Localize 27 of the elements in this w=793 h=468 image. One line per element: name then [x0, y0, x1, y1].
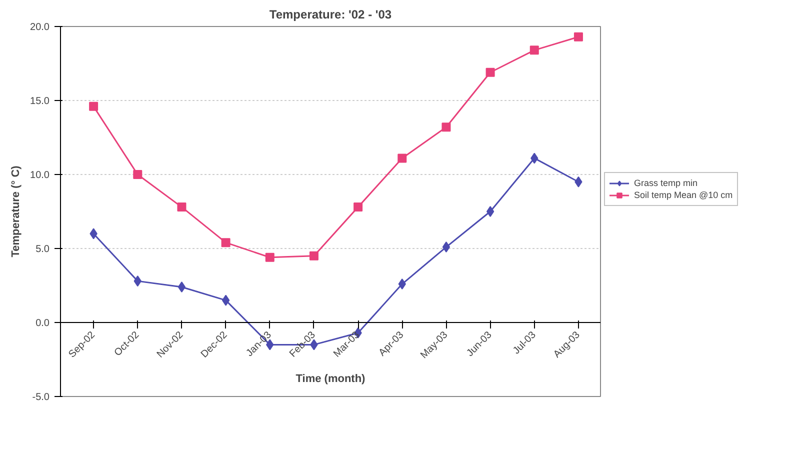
point: [574, 32, 583, 42]
x-axis-title: Time (month): [296, 372, 366, 385]
point: [486, 68, 495, 77]
point: [222, 294, 230, 306]
point: [265, 252, 274, 262]
point: [354, 202, 363, 212]
point: [177, 202, 186, 212]
y-tick-label: 5.0: [36, 244, 50, 255]
point: [133, 170, 142, 179]
point: [398, 154, 407, 163]
chart-title: Temperature: '02 - '03: [269, 8, 392, 22]
y-axis-title: Temperature (° C): [10, 165, 22, 258]
point: [89, 102, 98, 111]
point: [442, 122, 451, 132]
y-tick-label: 15.0: [30, 96, 50, 107]
point: [442, 242, 450, 253]
point: [486, 206, 494, 217]
legend-label: Grass temp min: [634, 178, 698, 188]
y-tick-label: 0.0: [36, 318, 50, 329]
point: [309, 251, 318, 260]
y-tick-label: -5.0: [32, 392, 50, 403]
y-tick-label: 10.0: [30, 170, 50, 181]
point: [178, 281, 186, 292]
point: [221, 238, 230, 248]
point: [530, 46, 539, 55]
legend-label: Soil temp Mean @10 cm: [634, 190, 733, 200]
y-tick-label: 20.0: [30, 22, 50, 33]
